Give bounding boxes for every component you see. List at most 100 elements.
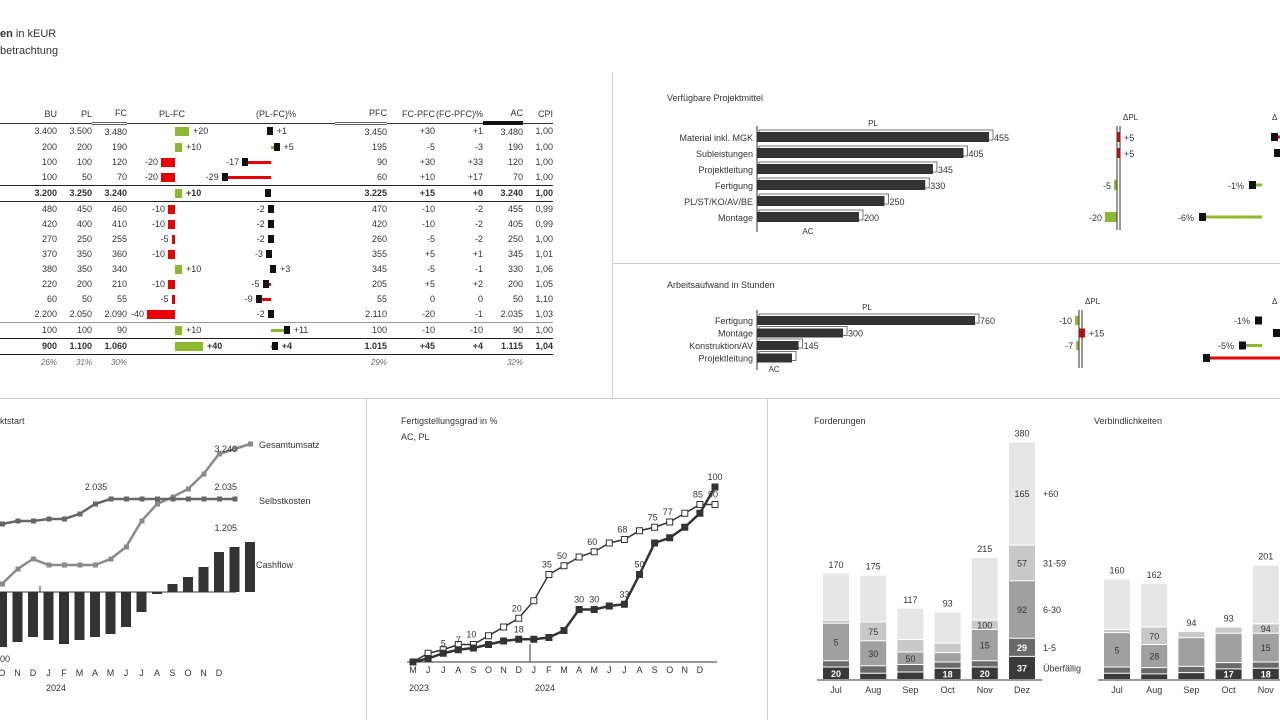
pct-pin bbox=[1252, 183, 1262, 187]
month-label: A bbox=[154, 668, 160, 678]
month-label: Nov bbox=[977, 685, 994, 695]
total-label: 175 bbox=[866, 562, 881, 572]
category-label: Konstruktion/AV bbox=[689, 341, 753, 351]
total-label: 117 bbox=[903, 595, 917, 605]
table-cell: 100 bbox=[76, 157, 92, 167]
pl-point bbox=[711, 501, 719, 508]
stack-segment bbox=[1178, 666, 1205, 673]
revenue-point bbox=[46, 562, 52, 568]
cashflow-bar bbox=[90, 592, 100, 637]
pl-fc-cell: +10 bbox=[127, 140, 217, 155]
variance-bar bbox=[175, 342, 203, 351]
table-cell bbox=[435, 355, 483, 371]
segment-label: 92 bbox=[1017, 605, 1027, 615]
table-cell: 30% bbox=[110, 358, 127, 367]
cashflow-bar bbox=[167, 584, 178, 592]
table-cell: 55 bbox=[116, 294, 127, 304]
ac-label: AC bbox=[802, 227, 813, 236]
pl-fc-cell: -5 bbox=[127, 232, 217, 247]
month-label: M bbox=[107, 668, 115, 678]
variance-label: -20 bbox=[144, 172, 158, 182]
table-cell: 2.110 bbox=[335, 307, 387, 323]
category-label: Projektleitung bbox=[698, 165, 753, 175]
table-row: 200 200 190 +10 +5 195 -5 -3 190 1,00 bbox=[0, 140, 553, 155]
variance-label: +20 bbox=[193, 125, 209, 136]
table-cell: 455 bbox=[507, 204, 523, 214]
ac-bar bbox=[757, 180, 926, 190]
variance-label: -2 bbox=[256, 234, 265, 244]
variance-bar bbox=[168, 280, 175, 289]
table-cell: +17 bbox=[467, 172, 483, 182]
table-cell: 1.100 bbox=[57, 338, 92, 355]
table-cell: 400 bbox=[76, 219, 92, 229]
category-label: Montage bbox=[718, 329, 753, 339]
month-label: O bbox=[485, 665, 492, 675]
table-cell: 60 bbox=[46, 294, 57, 304]
ac-value-label: 100 bbox=[707, 472, 722, 482]
pl-point bbox=[575, 553, 583, 561]
variance-pin bbox=[255, 298, 271, 301]
variance-pin-head bbox=[255, 295, 262, 303]
pct-pin-head bbox=[1199, 213, 1206, 221]
table-header-row: BU PL FC PL-FC (PL-FC)% PFC FC-PFC (FC-PFC)% AC C… bbox=[0, 106, 553, 125]
variance-label: +3 bbox=[280, 264, 291, 274]
delta-label: -7 bbox=[1065, 341, 1073, 351]
revenue-point bbox=[108, 556, 114, 562]
table-cell: 340 bbox=[111, 264, 127, 274]
pl-label: PL bbox=[868, 119, 878, 128]
month-label: O bbox=[0, 668, 6, 678]
ac-point bbox=[681, 523, 689, 531]
cashflow-bar bbox=[105, 592, 116, 634]
cashflow-bar bbox=[214, 552, 224, 592]
divider bbox=[767, 398, 768, 720]
variance-pin-head bbox=[267, 220, 274, 228]
stack-segment bbox=[971, 630, 998, 661]
stack-segment bbox=[1104, 673, 1130, 679]
month-label: M bbox=[560, 665, 568, 675]
pct-pin bbox=[1202, 215, 1262, 219]
value-label: 00 bbox=[0, 654, 10, 664]
variance-pin-head bbox=[273, 143, 280, 151]
table-cell: 345 bbox=[507, 249, 523, 259]
ac-bar bbox=[757, 148, 964, 158]
pl-point bbox=[515, 614, 523, 622]
ac-value-label: 5 bbox=[441, 638, 446, 648]
variance-bar bbox=[168, 250, 175, 259]
pl-fc-cell bbox=[127, 355, 217, 371]
variance-label: -40 bbox=[130, 309, 144, 319]
table-cell bbox=[523, 355, 553, 371]
table-row: 100 50 70 -20 -29 60 +10 +17 70 1,00 bbox=[0, 170, 553, 186]
ac-point bbox=[575, 606, 583, 613]
segment-label: 30 bbox=[868, 649, 878, 659]
table-row: 100 100 90 +10 +11 100 -10 -10 90 1,00 bbox=[0, 323, 553, 339]
stack-segment bbox=[897, 665, 924, 672]
table-cell: 120 bbox=[111, 157, 127, 167]
variance-pin-head bbox=[283, 326, 290, 334]
pl-fc-pct-cell: +11 bbox=[217, 323, 335, 339]
kpi-table: BU PL FC PL-FC (PL-FC)% PFC FC-PFC (FC-PFC)% AC C… bbox=[0, 106, 553, 370]
table-cell: 480 bbox=[41, 204, 57, 214]
pl-value-label: 50 bbox=[557, 551, 567, 561]
pct-label: -5% bbox=[1218, 341, 1234, 351]
cashflow-bar bbox=[121, 592, 131, 627]
pct-pin-head bbox=[1255, 316, 1262, 325]
stack-segment bbox=[1141, 668, 1168, 674]
ac-point bbox=[485, 641, 492, 648]
table-cell: 200 bbox=[76, 142, 92, 152]
table-cell: 32% bbox=[506, 358, 523, 367]
table-cell: 2.050 bbox=[57, 307, 92, 323]
pl-value-label: 90 bbox=[708, 490, 718, 500]
stack-segment bbox=[1215, 633, 1242, 663]
month-label: Aug bbox=[1146, 685, 1162, 695]
pl-fc-cell: +10 bbox=[127, 185, 217, 202]
pl-fc-pct-cell bbox=[217, 185, 335, 202]
table-cell: 26% bbox=[40, 358, 57, 367]
table-cell: 1.115 bbox=[483, 338, 523, 355]
table-row: 60 50 55 -5 -9 55 0 0 50 1,10 bbox=[0, 292, 553, 307]
table-cell: -10 bbox=[421, 325, 435, 335]
ac-point bbox=[620, 600, 628, 608]
variance-bar bbox=[168, 220, 175, 229]
segment-label: 18 bbox=[943, 669, 953, 679]
table-cell: -10 bbox=[421, 219, 435, 229]
table-cell: 210 bbox=[111, 279, 127, 289]
